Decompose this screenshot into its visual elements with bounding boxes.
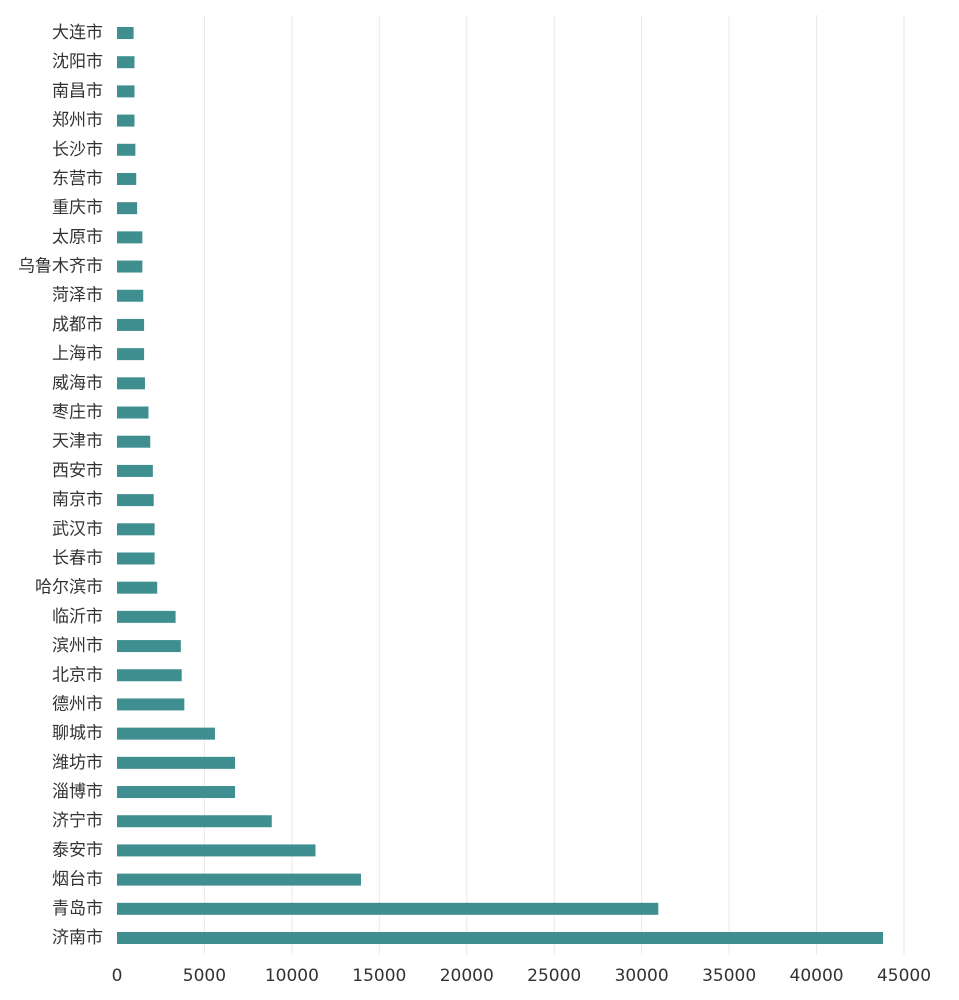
category-label: 武汉市: [52, 519, 103, 539]
bar: [117, 348, 145, 361]
bar: [117, 756, 236, 769]
category-label: 聊城市: [52, 724, 103, 744]
category-label: 沈阳市: [52, 52, 103, 72]
category-label: 太原市: [52, 227, 103, 247]
x-tick-label: 35000: [702, 966, 756, 986]
bar: [117, 464, 153, 477]
x-tick-label: 5000: [183, 966, 226, 986]
bar: [117, 815, 272, 828]
category-label: 大连市: [52, 23, 103, 43]
bar: [117, 698, 185, 711]
x-tick-label: 20000: [440, 966, 494, 986]
category-label: 潍坊市: [52, 753, 103, 773]
bar: [117, 640, 181, 653]
bar: [117, 289, 144, 302]
bar: [117, 494, 154, 507]
bar: [117, 172, 137, 185]
bar: [117, 231, 143, 244]
bar: [117, 435, 151, 448]
bar: [117, 406, 149, 419]
category-label: 长沙市: [52, 140, 103, 160]
category-label: 郑州市: [52, 111, 103, 131]
category-label: 北京市: [52, 665, 103, 685]
bar: [117, 27, 134, 39]
category-label: 南京市: [52, 490, 103, 510]
category-label: 天津市: [52, 432, 103, 452]
bar: [117, 114, 135, 127]
category-label: 淄博市: [52, 782, 103, 802]
x-tick-label: 25000: [527, 966, 581, 986]
grid-lines: [203, 15, 905, 955]
bar: [117, 727, 215, 740]
category-label: 烟台市: [52, 870, 103, 890]
category-label: 西安市: [52, 461, 103, 481]
bar: [117, 873, 361, 886]
category-label: 泰安市: [52, 840, 103, 860]
category-label: 乌鲁木齐市: [18, 257, 103, 277]
category-label: 上海市: [52, 344, 103, 364]
category-label: 滨州市: [52, 636, 103, 656]
category-label: 青岛市: [52, 899, 103, 919]
category-label: 临沂市: [52, 607, 103, 627]
bar: [117, 143, 136, 156]
category-label: 枣庄市: [52, 403, 103, 423]
bar: [117, 318, 145, 331]
bar: [117, 932, 884, 944]
bar: [117, 581, 158, 594]
bar: [117, 56, 135, 69]
x-tick-label: 40000: [790, 966, 844, 986]
bar: [117, 669, 182, 682]
x-tick-label: 10000: [265, 966, 319, 986]
category-label: 重庆市: [52, 198, 103, 218]
bar: [117, 786, 236, 799]
x-tick-label: 15000: [352, 966, 406, 986]
category-label: 济南市: [52, 928, 103, 948]
bar: [117, 260, 143, 273]
category-label: 威海市: [52, 373, 103, 393]
category-label: 济宁市: [52, 811, 103, 831]
category-labels: 大连市沈阳市南昌市郑州市长沙市东营市重庆市太原市乌鲁木齐市菏泽市成都市上海市威海…: [18, 23, 103, 948]
bar: [117, 377, 145, 390]
category-label: 德州市: [52, 694, 103, 714]
x-tick-label: 0: [112, 966, 123, 986]
bar: [117, 552, 155, 565]
category-label: 长春市: [52, 548, 103, 568]
bars: [117, 27, 884, 944]
category-label: 东营市: [52, 169, 103, 189]
bar: [117, 523, 155, 536]
category-label: 南昌市: [52, 81, 103, 101]
category-label: 哈尔滨市: [35, 578, 103, 598]
x-tick-label: 30000: [615, 966, 669, 986]
bar: [117, 902, 659, 915]
category-label: 成都市: [52, 315, 103, 335]
x-tick-labels: 0 5000 10000 15000 20000 25000 30000 35000 40000…: [112, 966, 931, 986]
bar: [117, 610, 176, 623]
bar: [117, 844, 316, 857]
bar: [117, 85, 135, 98]
bar: [117, 202, 138, 215]
category-label: 菏泽市: [52, 286, 103, 306]
x-tick-label: 45000: [877, 966, 931, 986]
